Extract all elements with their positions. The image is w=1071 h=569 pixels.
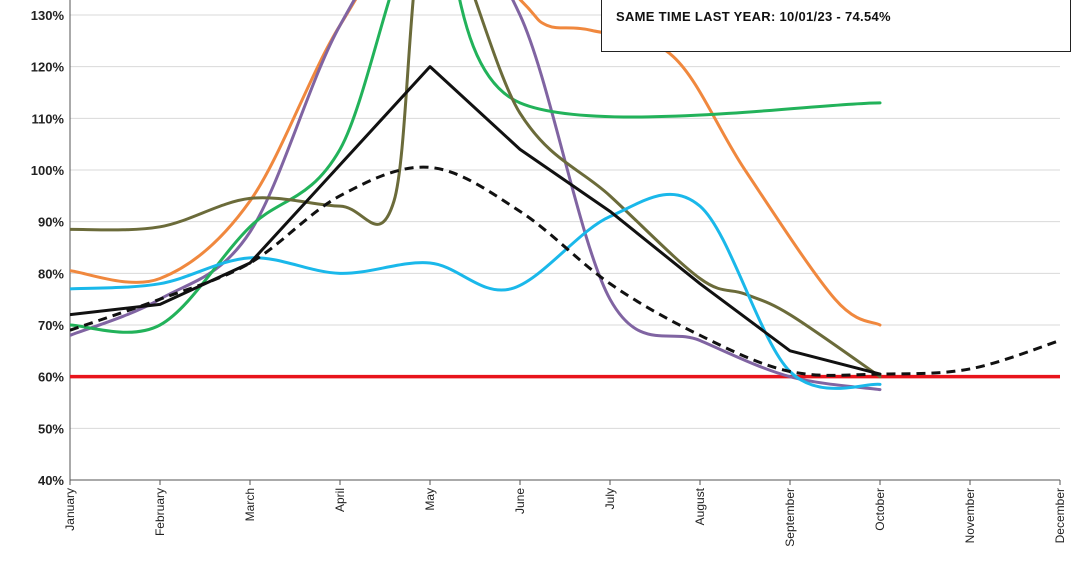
x-tick-label: May [423, 488, 437, 511]
y-tick-labels: 40% 50% 60% 70% 80% 90% 100% 110% 120% 130% [31, 8, 65, 488]
y-tick-label: 80% [38, 266, 64, 281]
annotation-text: SAME TIME LAST YEAR: 10/01/23 - 74.54% [616, 9, 891, 24]
y-tick-label: 60% [38, 370, 64, 385]
axes [69, 0, 1060, 481]
series-line-2 [70, 0, 882, 392]
y-tick-label: 50% [38, 421, 64, 436]
series-line-1 [70, 0, 882, 327]
y-tick-label: 40% [38, 473, 64, 488]
series-line-4 [70, 0, 882, 379]
series-line-3 [70, 0, 882, 334]
x-tick-label: August [693, 487, 707, 525]
x-tick-label: July [603, 488, 617, 509]
series-line-5 [70, 192, 882, 390]
y-tick-label: 90% [38, 215, 64, 230]
x-tick-label: February [153, 488, 167, 536]
y-tick-label: 120% [31, 60, 65, 75]
x-tick-label: March [243, 488, 257, 521]
x-tick-label: January [63, 488, 77, 531]
y-tick-label: 110% [31, 111, 64, 126]
y-tick-label: 70% [38, 318, 64, 333]
y-tick-label: 100% [31, 163, 65, 178]
x-tick-label: April [333, 488, 347, 512]
annotation-box: SAME TIME LAST YEAR: 10/01/23 - 74.54% [601, 0, 1071, 52]
x-tick-label: October [873, 488, 887, 531]
x-tick-label: December [1053, 488, 1067, 543]
x-tick-label: September [783, 488, 797, 547]
x-tick-label: June [513, 488, 527, 514]
y-tick-label: 130% [31, 8, 65, 23]
series-line-6 [70, 65, 882, 376]
x-tick-label: November [963, 488, 977, 543]
x-tick-labels: January February March April May June July Augu… [63, 480, 1067, 547]
series-line-7 [70, 165, 1061, 377]
series-lines [70, 0, 1061, 392]
